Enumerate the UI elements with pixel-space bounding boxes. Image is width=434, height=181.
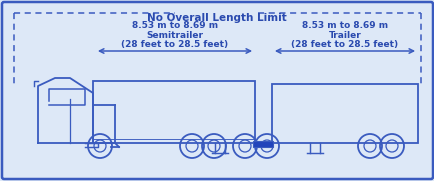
Bar [93, 81, 254, 143]
Text: No Overall Length Limit: No Overall Length Limit [147, 13, 286, 23]
Text: Trailer: Trailer [328, 31, 361, 39]
Text: (28 feet to 28.5 feet): (28 feet to 28.5 feet) [121, 39, 228, 49]
Text: 8.53 m to 8.69 m: 8.53 m to 8.69 m [132, 22, 217, 31]
Text: Semitrailer: Semitrailer [146, 31, 203, 39]
Bar [271, 84, 417, 143]
Bar [253, 141, 273, 147]
FancyBboxPatch shape [2, 2, 432, 179]
Text: 8.53 m to 8.69 m: 8.53 m to 8.69 m [301, 22, 387, 31]
Text: (28 feet to 28.5 feet): (28 feet to 28.5 feet) [291, 39, 398, 49]
